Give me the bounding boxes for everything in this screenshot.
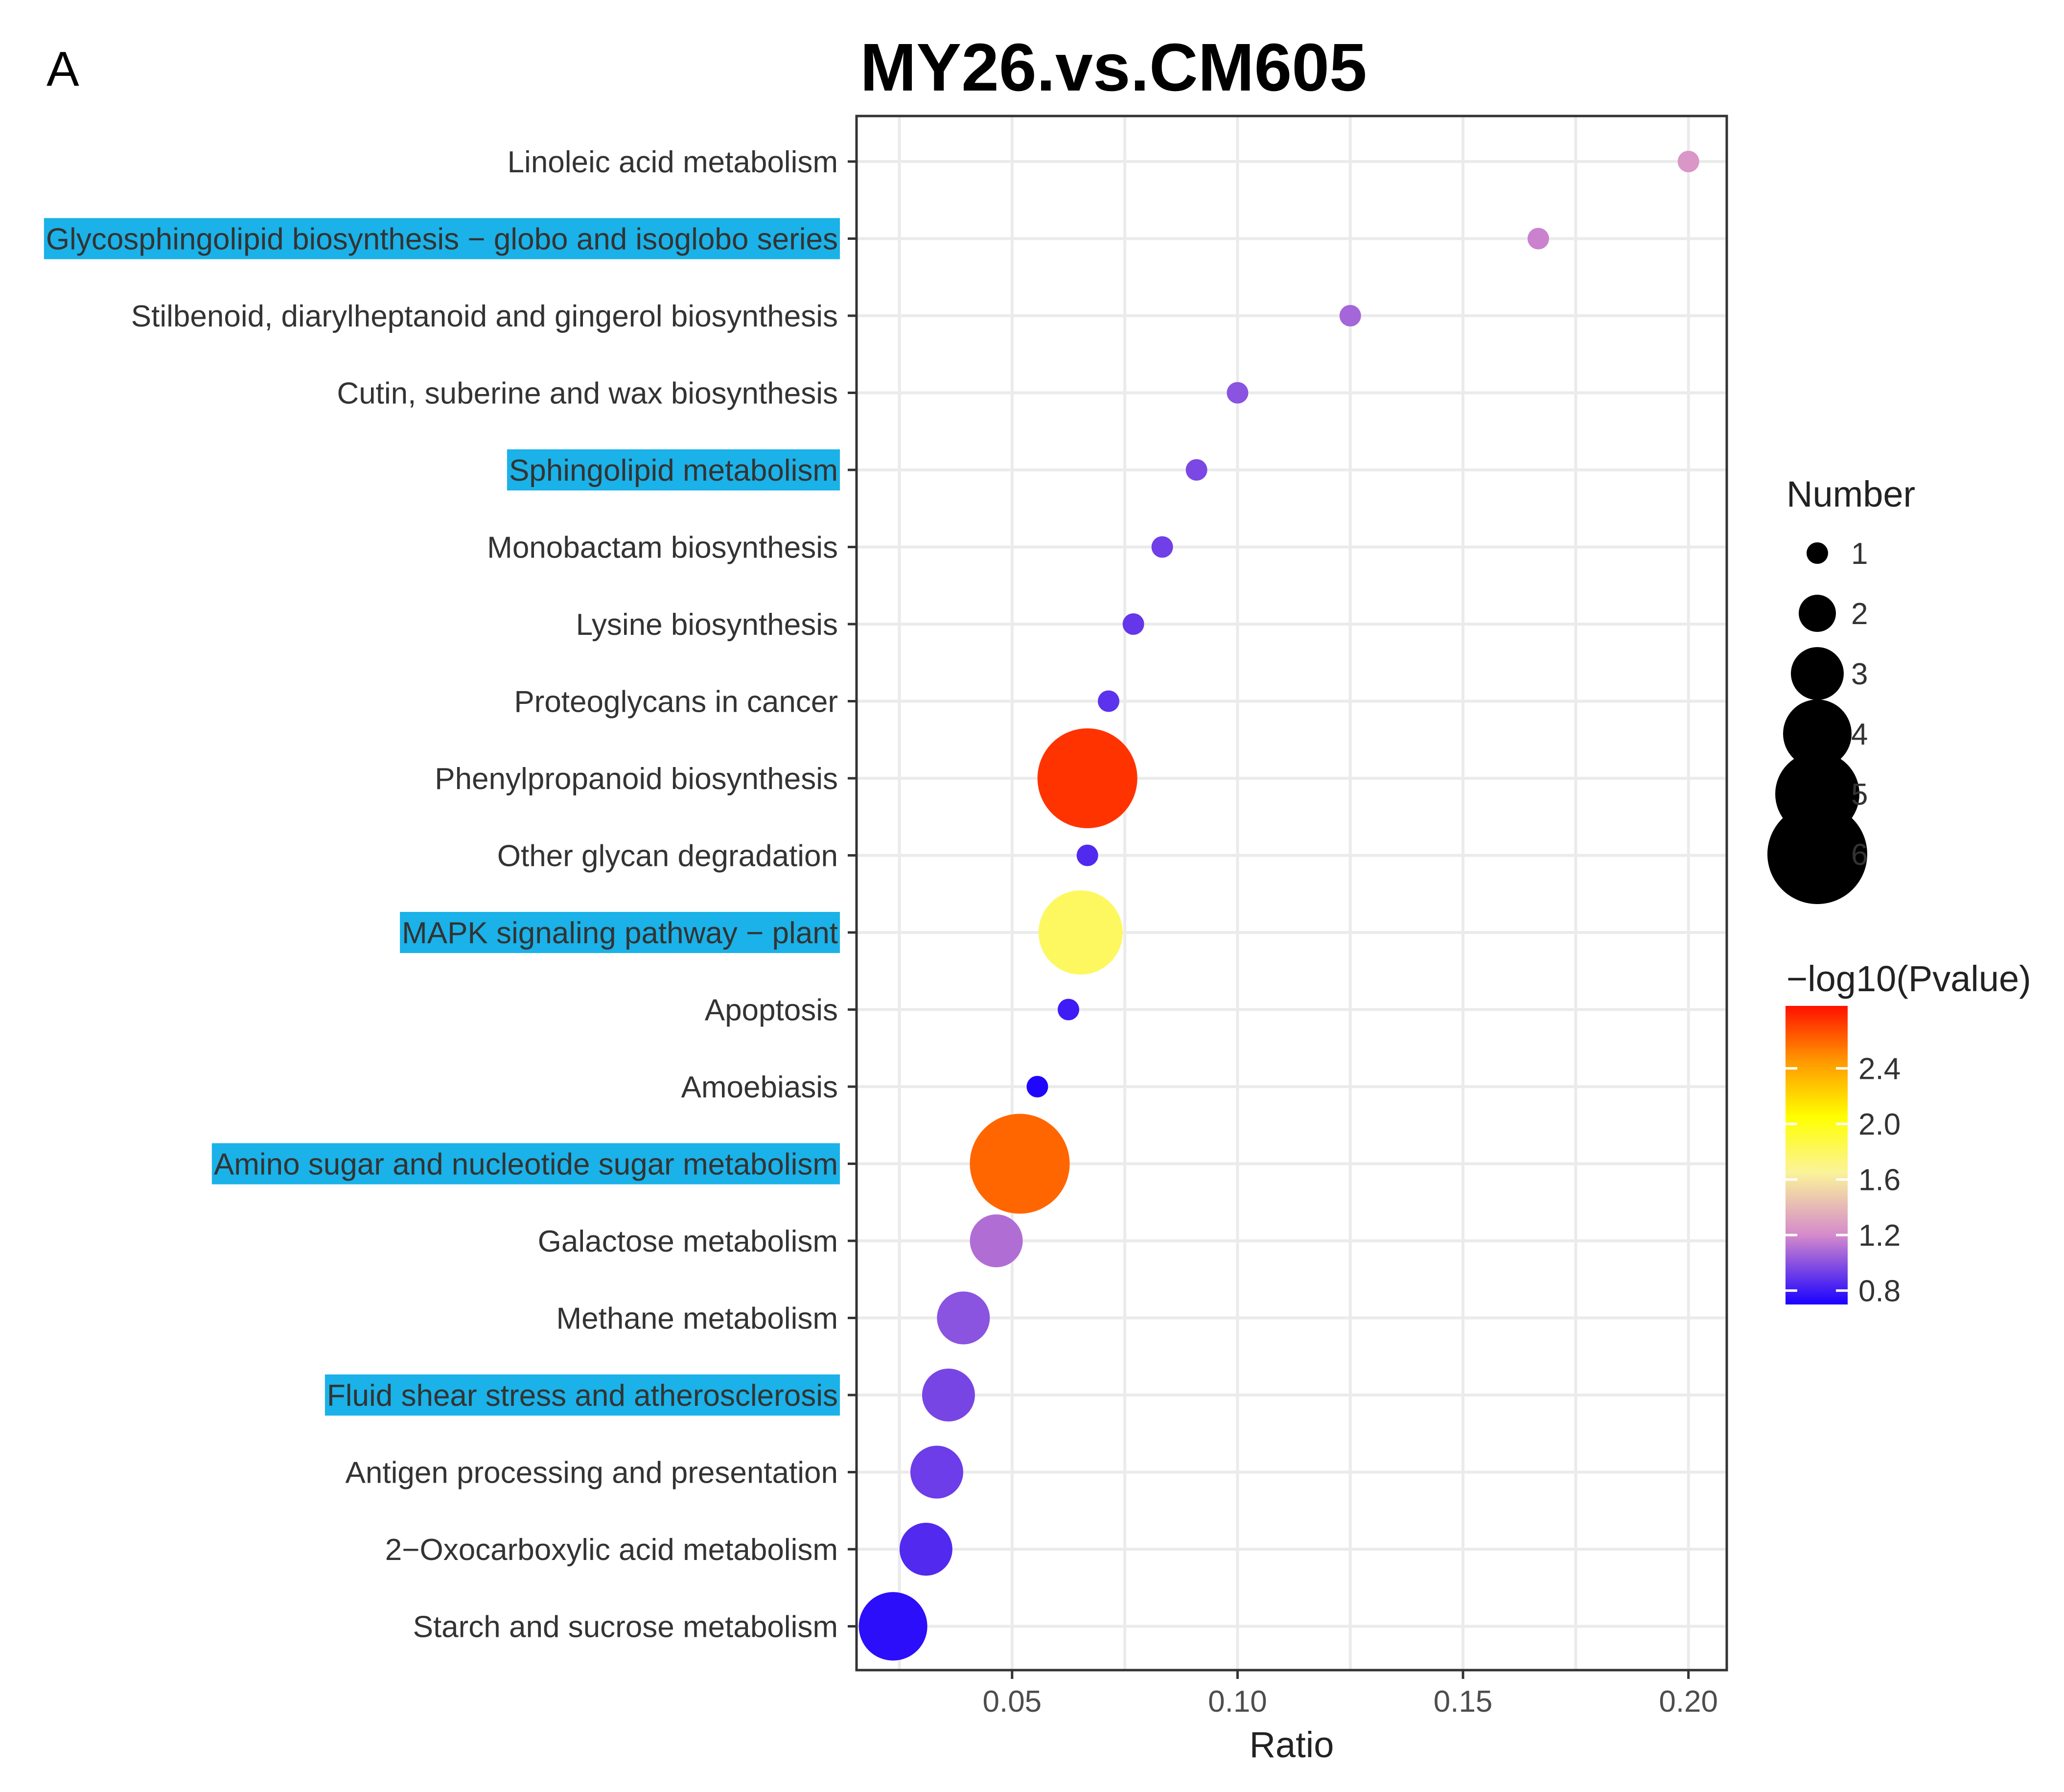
data-point <box>1527 228 1549 250</box>
y-tick-label: Glycosphingolipid biosynthesis − globo a… <box>46 223 838 256</box>
size-legend-key <box>1799 595 1836 632</box>
size-legend-key <box>1767 804 1867 904</box>
x-tick-label: 0.05 <box>982 1685 1042 1719</box>
color-legend-title: −log10(Pvalue) <box>1786 958 2031 999</box>
colorbar-tick-label: 0.8 <box>1858 1275 1901 1308</box>
data-point <box>1026 1076 1048 1097</box>
x-axis-title: Ratio <box>1250 1724 1334 1765</box>
color-legend: −log10(Pvalue) 0.8 1.2 1.6 2.0 2.4 <box>1786 958 2031 1308</box>
y-tick-label: Sphingolipid metabolism <box>509 454 838 488</box>
y-axis-labels: Linoleic acid metabolism Glycosphingolipi… <box>46 145 838 1644</box>
highlight-boxes <box>44 218 840 1416</box>
y-tick-label: Apoptosis <box>705 994 838 1027</box>
x-axis: 0.05 0.10 0.15 0.20 <box>982 1670 1718 1719</box>
data-point <box>970 1114 1070 1214</box>
colorbar-tick-label: 2.0 <box>1858 1108 1901 1141</box>
data-points <box>858 151 1699 1661</box>
data-point <box>937 1291 990 1345</box>
y-axis-ticks <box>848 160 857 1628</box>
data-point <box>1038 890 1123 975</box>
size-legend-title: Number <box>1786 474 1915 514</box>
y-tick-label: Starch and sucrose metabolism <box>413 1610 838 1644</box>
size-legend-key <box>1783 699 1852 768</box>
size-legend-label: 5 <box>1851 778 1868 812</box>
x-tick-label: 0.10 <box>1208 1685 1267 1719</box>
y-tick-label: Methane metabolism <box>557 1302 838 1336</box>
y-tick-label: Amoebiasis <box>681 1071 838 1104</box>
y-tick-label: 2−Oxocarboxylic acid metabolism <box>385 1533 838 1567</box>
colorbar-tick-label: 1.6 <box>1858 1164 1901 1197</box>
y-tick-label: Antigen processing and presentation <box>346 1456 838 1490</box>
size-legend-label: 2 <box>1851 597 1868 631</box>
data-point <box>899 1523 952 1576</box>
size-legend-label: 3 <box>1851 657 1868 691</box>
size-legend: Number 1 2 3 4 5 6 <box>1767 474 1915 904</box>
y-tick-label: Lysine biosynthesis <box>576 608 838 642</box>
data-point <box>970 1214 1023 1267</box>
y-tick-label: Fluid shear stress and atherosclerosis <box>327 1379 838 1413</box>
x-tick-label: 0.15 <box>1434 1685 1493 1719</box>
y-tick-label: Amino sugar and nucleotide sugar metabol… <box>214 1148 838 1182</box>
y-tick-label: Proteoglycans in cancer <box>514 685 838 719</box>
y-tick-label: MAPK signaling pathway − plant <box>402 916 838 950</box>
data-point <box>1185 459 1207 481</box>
size-legend-key <box>1807 542 1828 564</box>
plot-background <box>857 116 1727 1670</box>
data-point <box>910 1445 963 1499</box>
plot-panel-border <box>855 115 1728 1672</box>
y-tick-label: Phenylpropanoid biosynthesis <box>435 762 838 796</box>
plot-area <box>857 116 1727 1670</box>
y-tick-label: Galactose metabolism <box>538 1225 838 1258</box>
data-point <box>858 1592 928 1661</box>
data-point <box>1151 536 1173 558</box>
data-point <box>1677 151 1699 172</box>
highlight-box <box>400 912 840 953</box>
size-legend-label: 4 <box>1851 718 1868 751</box>
x-tick-label: 0.20 <box>1659 1685 1718 1719</box>
size-legend-label: 1 <box>1851 537 1868 571</box>
highlight-box <box>211 1143 840 1185</box>
data-point <box>1037 728 1137 828</box>
highlight-box <box>325 1374 840 1416</box>
y-tick-label: Other glycan degradation <box>497 839 838 873</box>
y-tick-label: Linoleic acid metabolism <box>508 145 838 179</box>
data-point <box>1057 999 1079 1021</box>
data-point <box>922 1369 975 1421</box>
colorbar <box>1786 1006 1848 1304</box>
y-tick-label: Monobactam biosynthesis <box>487 531 838 565</box>
panel-letter: A <box>46 42 79 96</box>
size-legend-key <box>1791 647 1844 700</box>
highlight-box <box>507 449 840 490</box>
size-legend-label: 6 <box>1851 838 1868 872</box>
chart-title: MY26.vs.CM605 <box>860 30 1367 105</box>
y-tick-label: Cutin, suberine and wax biosynthesis <box>337 377 838 411</box>
data-point <box>1339 305 1361 326</box>
data-point <box>1076 844 1098 866</box>
colorbar-tick-label: 1.2 <box>1858 1219 1901 1253</box>
data-point <box>1227 382 1249 404</box>
highlight-box <box>44 218 840 259</box>
y-tick-label: Stilbenoid, diarylheptanoid and gingerol… <box>131 300 838 333</box>
data-point <box>1097 690 1119 712</box>
data-point <box>1122 613 1144 635</box>
colorbar-tick-label: 2.4 <box>1858 1052 1901 1086</box>
